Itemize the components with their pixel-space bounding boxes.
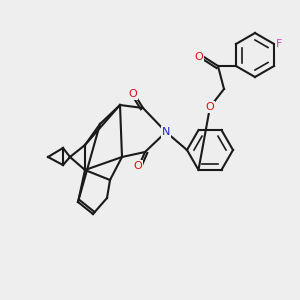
- Text: O: O: [134, 161, 142, 171]
- Text: O: O: [195, 52, 203, 62]
- Text: N: N: [162, 127, 170, 137]
- Text: O: O: [129, 89, 137, 99]
- Text: O: O: [206, 102, 214, 112]
- Text: F: F: [276, 39, 282, 49]
